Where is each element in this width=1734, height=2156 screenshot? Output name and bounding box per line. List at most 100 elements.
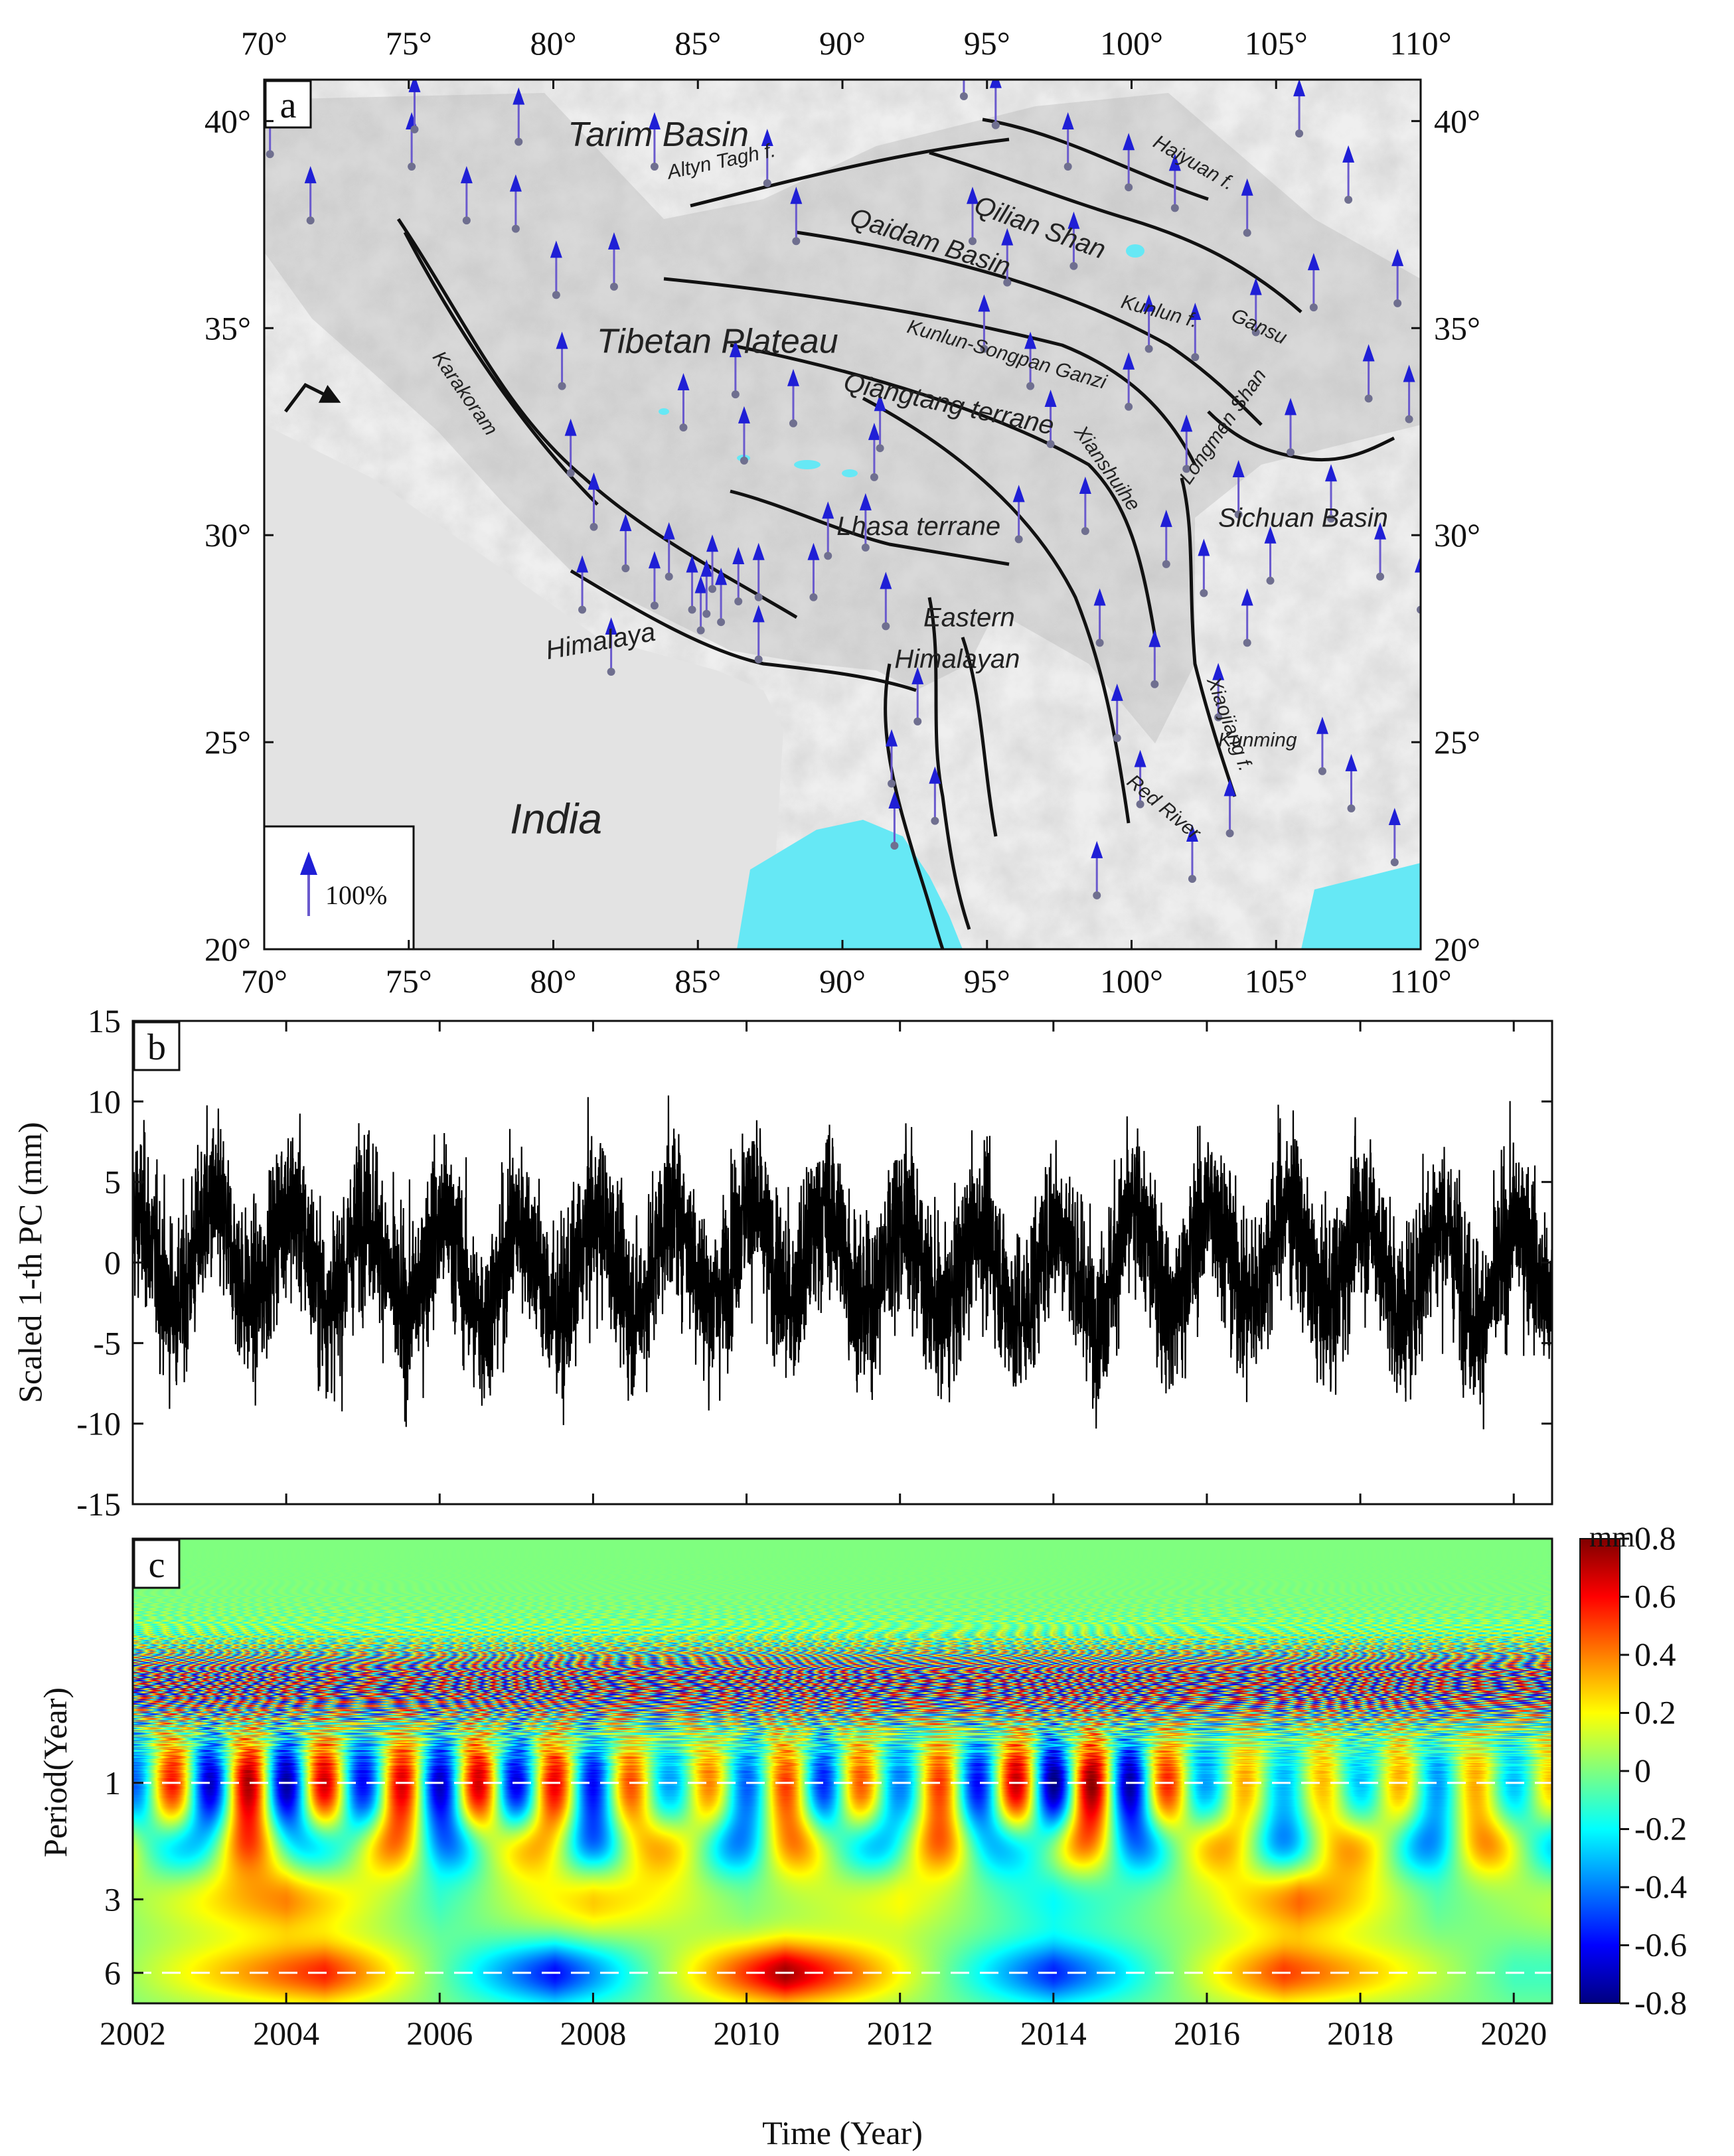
panel-b-ytick-label: -5 — [93, 1324, 121, 1361]
station-dot — [792, 237, 801, 246]
station-arrow-head — [752, 542, 765, 560]
station-dot — [1093, 891, 1101, 899]
station-dot — [1188, 874, 1196, 883]
station-dot — [1200, 589, 1208, 597]
station-arrow — [576, 555, 589, 614]
station-arrow-head — [1067, 211, 1080, 229]
station-arrow — [1342, 145, 1355, 204]
station-arrow-head — [619, 514, 632, 532]
station-arrow — [1111, 683, 1123, 742]
station-dot — [1225, 829, 1234, 838]
station-dot — [552, 291, 560, 299]
station-arrow-head — [874, 394, 886, 412]
map-lon-label-bottom: 90° — [819, 963, 866, 1000]
station-dot — [410, 125, 419, 133]
scale-arrow-label: 100% — [325, 880, 387, 910]
station-arrow-head — [1024, 331, 1037, 349]
station-arrow — [1186, 824, 1198, 883]
station-dot — [734, 597, 743, 605]
station-dot — [740, 456, 748, 465]
station-arrow — [1012, 485, 1025, 544]
station-arrow-head — [1212, 662, 1225, 680]
colorbar-tick-label: 0.8 — [1634, 1519, 1676, 1557]
map-lon-label-top: 110° — [1389, 25, 1451, 62]
station-arrow — [959, 80, 968, 100]
region-label: Tarim Basin — [568, 116, 749, 154]
panel-c-ytick-label: 6 — [104, 1954, 121, 1991]
station-dot — [1243, 639, 1251, 647]
station-dot — [870, 473, 878, 481]
station-arrow — [1345, 753, 1358, 812]
station-dot — [809, 593, 818, 601]
station-arrow-head — [1232, 460, 1245, 477]
colorbar — [1579, 1538, 1620, 2004]
region-label: Himalayan — [894, 645, 1020, 674]
panel-b-ticks: -15 -10 -5 0 5 10 15 — [76, 1002, 1552, 1523]
station-arrow — [989, 80, 1002, 129]
station-arrow — [859, 493, 872, 552]
panel-c-xlabel: Time (Year) — [762, 2114, 923, 2151]
station-arrow-head — [1264, 526, 1277, 544]
station-arrow-head — [966, 187, 979, 204]
station-dot — [578, 605, 587, 614]
station-dot — [754, 655, 763, 664]
station-arrow — [1293, 80, 1306, 138]
panel-b-ytick-label: 0 — [104, 1244, 121, 1281]
station-dot — [1390, 858, 1399, 866]
station-arrow-head — [822, 501, 834, 519]
station-dot — [1095, 639, 1104, 647]
station-arrow-head — [989, 80, 1002, 88]
station-arrow-head — [1079, 476, 1091, 494]
map-lon-label-top: 100° — [1100, 25, 1163, 62]
station-arrow-head — [550, 240, 562, 258]
station-arrow-head — [1012, 485, 1025, 502]
station-arrow — [1123, 133, 1135, 192]
station-arrow — [408, 80, 421, 133]
scale-arrow-head — [300, 852, 317, 875]
station-arrow — [588, 472, 600, 531]
station-arrow — [460, 166, 473, 225]
station-dot — [1295, 129, 1304, 138]
station-arrow-head — [460, 166, 473, 184]
station-arrow — [648, 112, 661, 171]
station-dot — [1113, 733, 1121, 742]
station-arrow-head — [880, 572, 892, 589]
map-lat-label-left: 25° — [204, 724, 251, 761]
station-arrow — [732, 547, 745, 605]
station-dot — [980, 345, 988, 353]
panel-c-ytick-label: 1 — [104, 1764, 121, 1802]
station-arrow-head — [648, 551, 661, 569]
station-dot — [621, 564, 630, 573]
region-label: Tibetan Plateau — [597, 323, 838, 361]
station-arrow — [1067, 211, 1080, 270]
station-arrow-head — [588, 472, 600, 490]
station-arrow — [1388, 808, 1401, 866]
station-dot — [1026, 382, 1035, 390]
station-dot — [266, 150, 274, 159]
station-dot — [763, 179, 771, 187]
station-arrow — [790, 187, 803, 246]
station-arrow-head — [911, 666, 924, 684]
station-dot — [1191, 352, 1200, 361]
station-arrow-head — [700, 559, 713, 577]
panel-b-ytick-label: 10 — [88, 1083, 121, 1120]
station-arrow — [738, 406, 750, 465]
station-dot — [1344, 195, 1353, 204]
station-arrow — [929, 766, 941, 825]
station-dot — [696, 626, 705, 635]
station-dot — [1162, 560, 1170, 568]
panel-c-xtick-label: 2004 — [253, 2015, 319, 2052]
station-arrow — [1143, 294, 1155, 353]
station-arrow-head — [694, 576, 707, 593]
station-arrow-head — [732, 547, 745, 564]
pc1-series-line — [133, 1095, 1552, 1430]
station-dot — [1125, 402, 1133, 411]
station-arrow-head — [888, 791, 901, 809]
station-dot — [590, 522, 598, 531]
station-arrow — [1212, 662, 1225, 722]
station-dot — [1376, 572, 1385, 581]
station-arrow — [729, 340, 742, 399]
station-dot — [511, 224, 520, 233]
colorbar-ticks: 0.8 0.6 0.4 0.2 0 -0.2 -0.4 -0.6 -0.8 — [1620, 1519, 1687, 2021]
